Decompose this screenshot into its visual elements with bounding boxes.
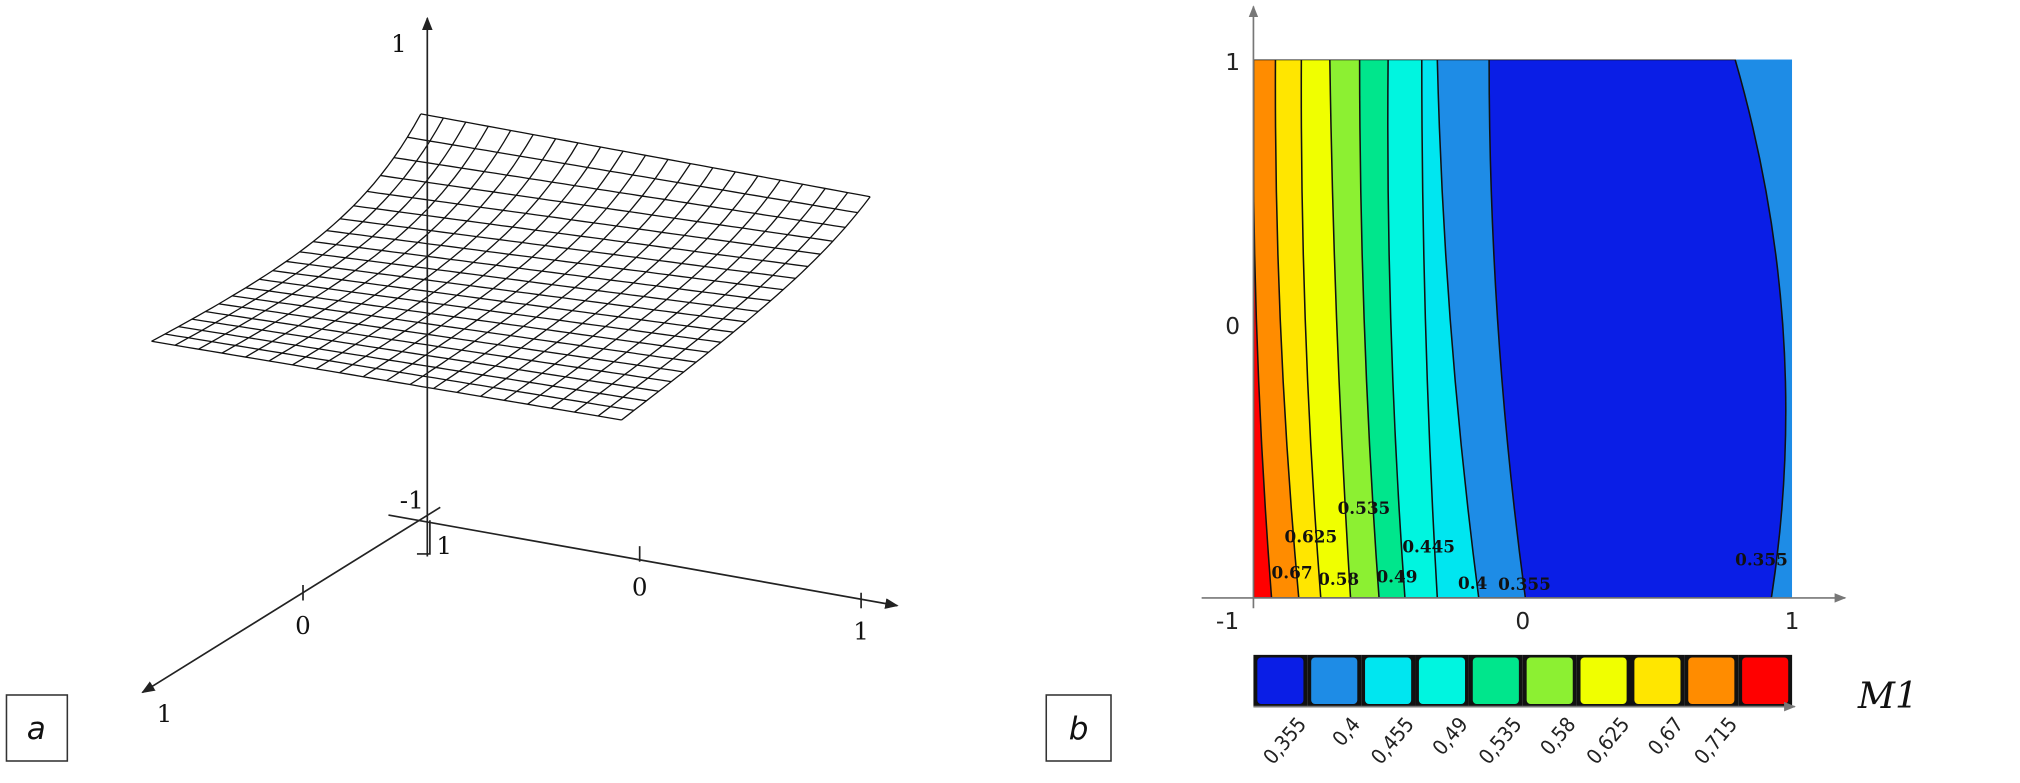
axis-label: 0 bbox=[632, 572, 648, 601]
colorbar-tick-label: 0,49 bbox=[1428, 713, 1473, 760]
colorbar-tick-label: 0,715 bbox=[1689, 713, 1742, 769]
contour-fill bbox=[1253, 59, 1793, 598]
panel-label: b bbox=[1069, 711, 1089, 747]
colorbar-tick-label: 0,535 bbox=[1474, 713, 1527, 769]
mesh-line bbox=[191, 318, 659, 392]
contour-label: 0.355 bbox=[1735, 550, 1788, 570]
axis-label: 1 bbox=[436, 531, 452, 560]
mesh-line bbox=[205, 310, 672, 383]
mesh-line bbox=[286, 260, 746, 323]
panel-label: a bbox=[27, 711, 46, 747]
axis-label: -1 bbox=[400, 486, 424, 515]
y-axis bbox=[141, 506, 441, 694]
axis-label: 1 bbox=[853, 616, 869, 645]
colorbar-tick-label: 0,455 bbox=[1366, 713, 1419, 769]
mesh-line bbox=[259, 278, 722, 343]
mesh-line bbox=[480, 171, 736, 397]
panel-b: 0,355 0,4 0,455 0,49 0,535 0,58 0,625 0,67 0,715… bbox=[1045, 5, 1918, 769]
colorbar-swatch bbox=[1688, 657, 1735, 705]
mesh-line bbox=[409, 159, 669, 386]
contour-label: 0.445 bbox=[1402, 537, 1455, 557]
axis-label: 1 bbox=[1785, 608, 1800, 635]
colorbar-tick-label: 0,625 bbox=[1582, 713, 1635, 769]
mesh-line bbox=[245, 287, 709, 353]
mesh-line bbox=[503, 175, 759, 401]
colorbar-swatch bbox=[1311, 657, 1358, 705]
mesh-line bbox=[164, 333, 635, 412]
x-axis bbox=[388, 514, 899, 609]
contour-band bbox=[1253, 59, 1273, 598]
contour-label: 0.49 bbox=[1376, 566, 1417, 586]
colorbar: 0,355 0,4 0,455 0,49 0,535 0,58 0,625 0,67 0,715 bbox=[1253, 654, 1793, 769]
contour-label: 0.355 bbox=[1498, 574, 1551, 594]
axis-label: 1 bbox=[391, 29, 407, 58]
colorbar-title: M1 bbox=[1857, 674, 1918, 717]
mesh-line bbox=[178, 326, 647, 402]
mesh-line bbox=[597, 192, 849, 417]
colorbar-swatch bbox=[1634, 657, 1681, 705]
mesh-line bbox=[621, 196, 871, 421]
colorbar-swatch bbox=[1365, 657, 1412, 705]
mesh-line bbox=[232, 295, 697, 363]
contour-label: 0.67 bbox=[1272, 563, 1313, 583]
colorbar-tick-label: 0,355 bbox=[1258, 713, 1311, 769]
contour-label: 0.58 bbox=[1318, 569, 1359, 589]
origin-bracket bbox=[416, 520, 431, 555]
mesh-line bbox=[456, 167, 714, 393]
colorbar-swatch bbox=[1257, 657, 1304, 705]
mesh-line bbox=[151, 340, 622, 421]
panel-label-box bbox=[1045, 694, 1112, 762]
mesh-line bbox=[574, 188, 826, 413]
mesh-line bbox=[433, 163, 691, 390]
axis-label: 1 bbox=[1225, 49, 1240, 76]
colorbar-swatch bbox=[1526, 657, 1573, 705]
colorbar-tick-label: 0,67 bbox=[1643, 713, 1688, 760]
panel-a: a 1 -1 1 0 1 0 1 bbox=[5, 16, 899, 762]
mesh-line bbox=[151, 113, 422, 342]
surface-mesh bbox=[151, 113, 871, 421]
colorbar-tick-label: 0,4 bbox=[1328, 713, 1365, 751]
axis-label: 0 bbox=[1515, 608, 1530, 635]
mesh-line bbox=[221, 125, 489, 354]
colorbar-swatch bbox=[1580, 657, 1627, 705]
colorbar-swatch bbox=[1418, 657, 1466, 705]
contour-band bbox=[1253, 59, 1300, 598]
contour-label: 0.535 bbox=[1338, 498, 1391, 518]
contour-label: 0.4 bbox=[1458, 573, 1488, 593]
axis-label: -1 bbox=[1216, 608, 1239, 635]
mesh-line bbox=[218, 303, 684, 373]
mesh-line bbox=[527, 179, 781, 405]
axis-label: 0 bbox=[1225, 313, 1240, 340]
axis-label: 0 bbox=[295, 611, 311, 640]
panel-label-box bbox=[5, 694, 69, 762]
colorbar-swatch bbox=[1472, 657, 1519, 705]
contour-label: 0.625 bbox=[1285, 526, 1338, 546]
colorbar-swatch bbox=[1742, 657, 1789, 705]
mesh-line bbox=[550, 183, 804, 409]
axis-label: 1 bbox=[157, 699, 173, 728]
mesh-line bbox=[272, 269, 734, 333]
colorbar-tick-label: 0,58 bbox=[1535, 713, 1580, 760]
